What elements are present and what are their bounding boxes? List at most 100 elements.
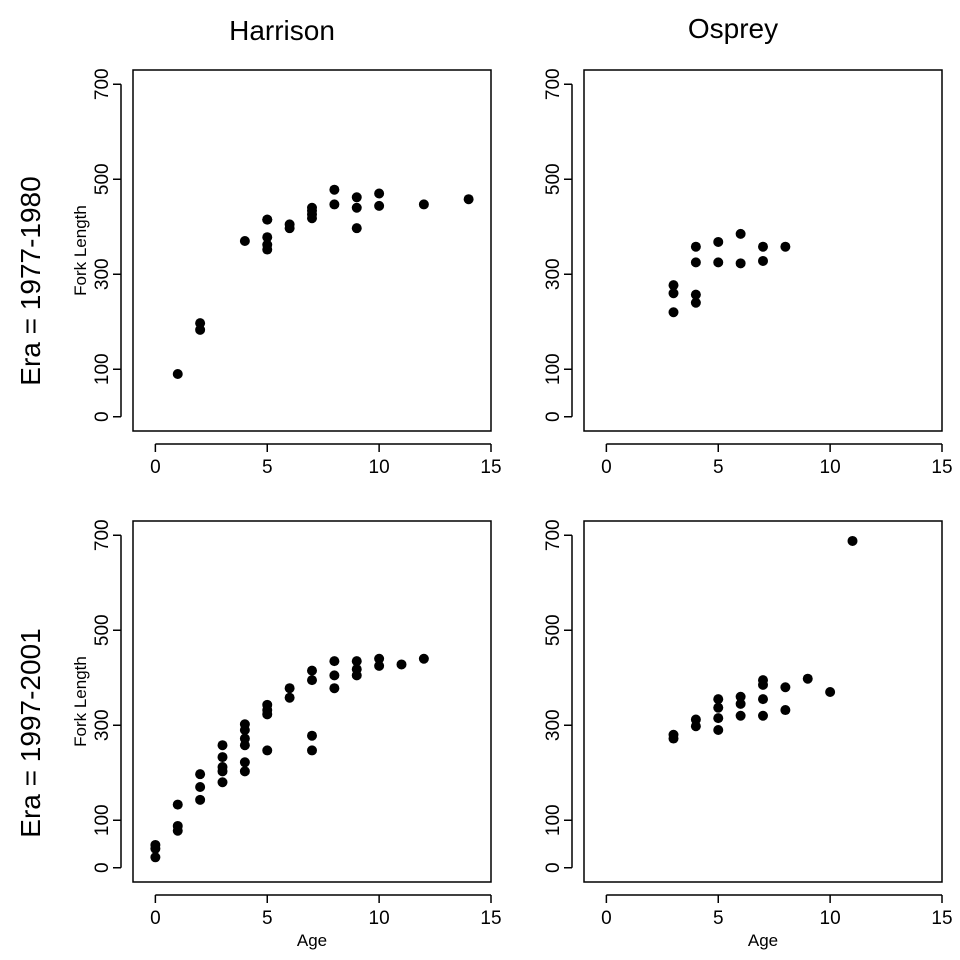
data-point: [307, 202, 317, 213]
y-tick-label: 0: [543, 862, 564, 873]
x-tick-label: 5: [713, 908, 724, 929]
data-point: [195, 782, 206, 792]
data-point: [713, 694, 724, 705]
scatter-panel: 0 5 10 15 0 100 300 500 700 Fork Length Age: [71, 519, 502, 950]
y-tick-label: 0: [92, 411, 113, 422]
data-point: [217, 777, 228, 788]
x-tick-label: 15: [931, 908, 952, 929]
plot-frame: [583, 520, 943, 883]
x-tick-label: 15: [480, 457, 501, 478]
data-point: [329, 683, 340, 694]
data-point: [239, 740, 250, 751]
x-tick-label: 10: [820, 457, 841, 478]
data-point: [172, 369, 183, 379]
data-point: [780, 682, 791, 693]
data-point: [262, 745, 273, 756]
y-tick-label: 700: [543, 519, 564, 551]
data-point: [150, 852, 161, 863]
data-point: [735, 258, 746, 269]
data-point: [668, 288, 679, 299]
x-tick-label: 5: [262, 908, 273, 929]
y-tick-label: 100: [543, 804, 564, 836]
data-point: [262, 239, 273, 250]
plot-frame: [583, 69, 943, 432]
data-point: [217, 766, 228, 777]
x-tick-label: 5: [262, 457, 273, 478]
data-point: [668, 280, 679, 291]
x-tick-label: 0: [150, 908, 161, 929]
x-tick-label: 15: [931, 457, 952, 478]
y-tick-label: 100: [543, 353, 564, 385]
data-point: [239, 236, 250, 246]
row-title-era-1977-1980: Era = 1977-1980: [15, 176, 46, 385]
column-title-harrison: Harrison: [229, 15, 335, 46]
data-point: [735, 228, 746, 239]
x-tick-label: 0: [601, 457, 612, 478]
y-tick-label: 0: [92, 862, 113, 873]
data-point: [195, 324, 206, 335]
y-tick-label: 500: [92, 614, 113, 646]
scatter-panel: 0 5 10 15 0 100 300 500 700 Fork Length: [71, 68, 502, 478]
data-point: [262, 232, 273, 243]
y-tick-label: 100: [92, 353, 113, 385]
y-tick-label: 700: [543, 68, 564, 100]
data-point: [780, 241, 791, 252]
data-point: [396, 659, 407, 670]
x-axis-title: Age: [297, 931, 327, 950]
data-point: [847, 535, 858, 546]
plot-frame: [132, 520, 492, 883]
data-point: [374, 660, 385, 671]
data-point: [307, 730, 317, 741]
data-point: [329, 184, 340, 195]
data-point: [284, 683, 295, 694]
row-title-era-1997-2001: Era = 1997-2001: [15, 628, 46, 837]
data-point: [172, 825, 183, 836]
data-point: [735, 691, 746, 702]
data-point: [735, 698, 746, 709]
scatter-panel: 0 5 10 15 0 100 300 500 700: [543, 68, 953, 478]
data-point: [713, 713, 724, 724]
y-axis-title: Fork Length: [71, 656, 90, 747]
data-point: [239, 757, 250, 768]
data-point: [239, 725, 250, 735]
column-title-osprey: Osprey: [688, 13, 778, 44]
data-point: [284, 219, 295, 230]
y-tick-label: 300: [92, 709, 113, 741]
data-point: [418, 653, 429, 664]
data-point: [418, 199, 429, 210]
data-point: [735, 710, 746, 721]
data-point: [195, 794, 206, 805]
data-point: [690, 241, 701, 252]
x-tick-label: 5: [713, 457, 724, 478]
y-axis-title: Fork Length: [71, 205, 90, 296]
data-point: [329, 199, 340, 210]
data-point: [758, 694, 768, 705]
x-tick-label: 10: [369, 457, 390, 478]
y-tick-label: 100: [92, 804, 113, 836]
y-tick-label: 0: [543, 411, 564, 422]
data-point: [668, 307, 679, 318]
data-point: [262, 214, 273, 225]
data-point: [217, 740, 228, 751]
plot-frame: [132, 69, 492, 432]
data-point: [374, 200, 385, 211]
data-point: [713, 236, 724, 247]
y-tick-label: 700: [92, 68, 113, 100]
data-point: [713, 702, 724, 713]
data-point: [668, 733, 679, 744]
data-point: [351, 223, 362, 234]
data-point: [690, 289, 701, 300]
y-tick-label: 300: [543, 258, 564, 290]
data-point: [307, 675, 317, 686]
x-axis-title: Age: [748, 931, 778, 950]
y-tick-label: 700: [92, 519, 113, 551]
data-point: [172, 799, 183, 810]
data-point: [284, 692, 295, 703]
y-tick-label: 300: [543, 709, 564, 741]
data-point: [150, 843, 161, 854]
y-tick-label: 300: [92, 258, 113, 290]
data-point: [463, 194, 474, 205]
data-point: [307, 745, 317, 756]
data-point: [802, 673, 813, 684]
y-tick-label: 500: [92, 163, 113, 195]
